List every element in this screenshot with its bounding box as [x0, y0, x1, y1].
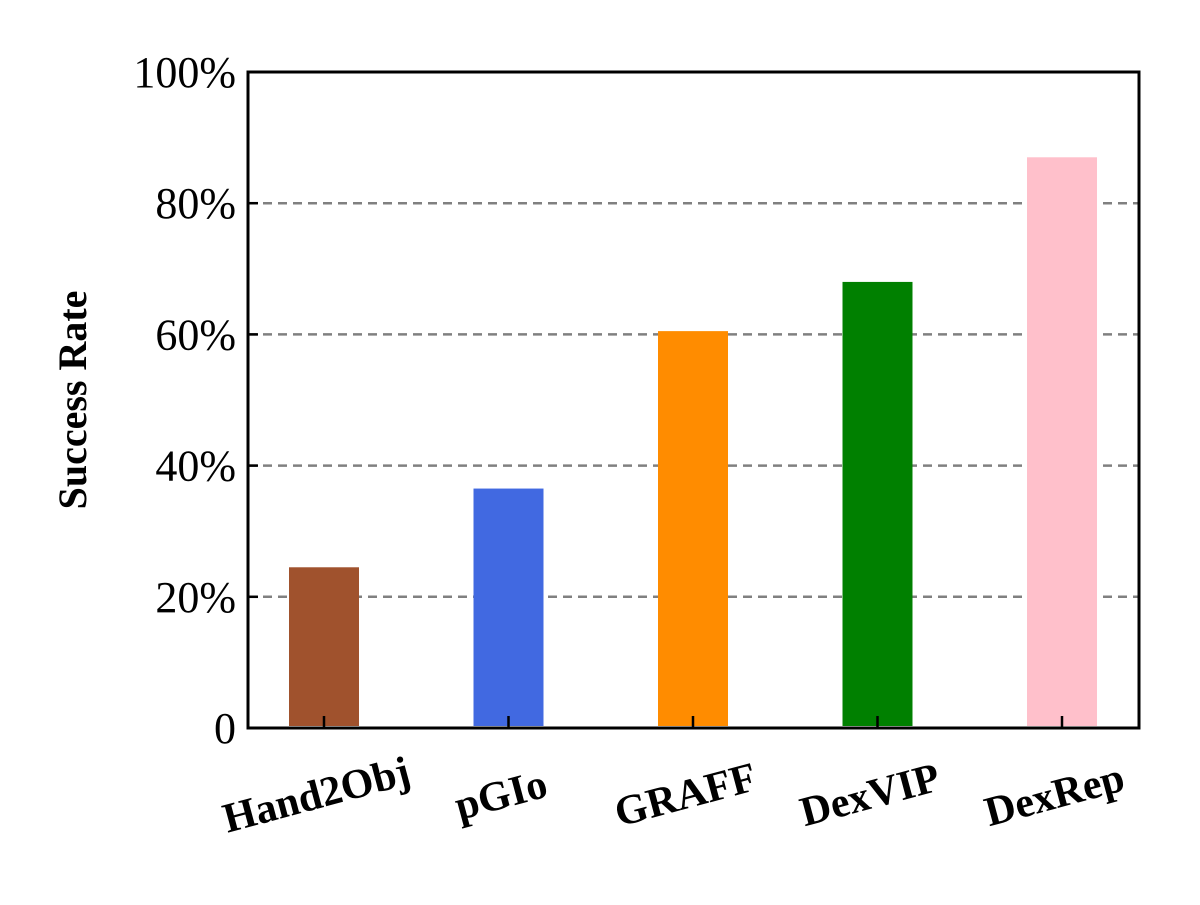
bar-dexrep: [1027, 157, 1097, 726]
y-tick-label: 40%: [155, 442, 236, 491]
bars: [289, 157, 1097, 726]
y-tick-label: 0: [214, 704, 236, 753]
y-tick-label: 60%: [155, 310, 236, 359]
bar-dexvip: [842, 281, 913, 726]
bar-graff: [658, 331, 728, 726]
x-axis: Hand2Obj pGIo GRAFF DexVIP DexRep: [218, 716, 1129, 842]
y-axis-label: Success Rate: [50, 291, 95, 510]
x-tick-label: DexVIP: [795, 755, 944, 836]
x-tick-label: pGIo: [450, 761, 552, 830]
y-tick-label: 100%: [133, 48, 236, 97]
x-tick-label: DexRep: [980, 755, 1129, 836]
gridlines: [248, 201, 1139, 599]
bar-pgio: [473, 488, 544, 726]
x-tick-label: Hand2Obj: [218, 748, 415, 842]
y-tick-label: 80%: [155, 179, 236, 228]
x-tick-label: GRAFF: [610, 755, 762, 837]
y-axis: 0 20% 40% 60% 80% 100%: [133, 48, 258, 753]
y-tick-label: 20%: [155, 573, 236, 622]
bar-hand2obj: [289, 567, 359, 726]
